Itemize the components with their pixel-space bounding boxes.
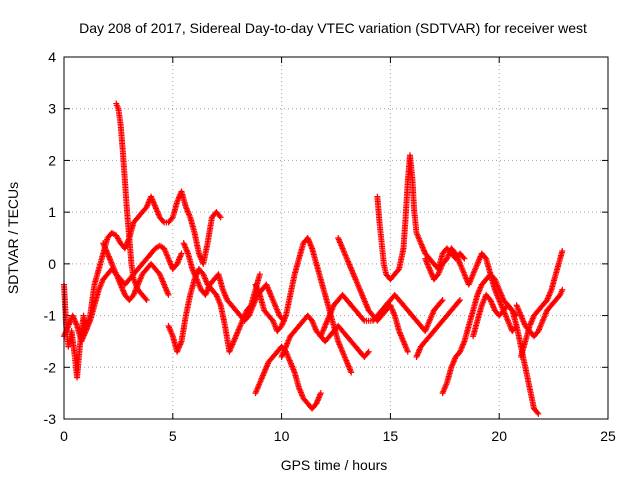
chart-title: Day 208 of 2017, Sidereal Day-to-day VTE… [79,20,587,36]
data-series-s11 [317,291,446,340]
y-tick-label: -2 [44,359,57,375]
data-point-markers [513,286,566,340]
x-tick-label: 15 [383,428,399,444]
data-series-s17 [513,286,566,340]
y-tick-label: 3 [48,101,56,117]
data-point-markers [439,271,520,397]
data-point-markers [413,297,464,360]
y-axis-label: SDTVAR / TECUs [5,182,21,294]
data-point-markers [374,152,468,283]
data-series-s8 [252,235,355,376]
data-series-s13 [413,297,464,360]
data-point-markers [252,343,324,412]
x-tick-label: 10 [274,428,290,444]
data-point-markers [100,240,172,304]
data-series-s12 [374,152,468,283]
data-point-markers [180,240,287,324]
y-tick-label: 0 [48,256,56,272]
data-point-markers [517,247,566,360]
x-tick-label: 20 [491,428,507,444]
data-point-markers [470,291,542,417]
x-tick-label: 5 [169,428,177,444]
data-series-s7 [252,343,324,412]
ticks: 0 5 10 15 20 25 -3 -2 -1 0 1 2 3 4 [44,49,616,444]
x-tick-label: 25 [600,428,616,444]
data-series-s6 [180,240,287,324]
data-series-s14 [422,245,520,335]
grid [64,57,608,419]
data-series-s9 [278,312,372,360]
data-point-markers [422,245,520,335]
data-series-s15 [439,271,520,397]
x-tick-label: 0 [60,428,68,444]
y-tick-label: 4 [48,49,56,65]
data-points [61,100,566,417]
data-point-markers [278,312,372,360]
data-point-markers [113,100,150,304]
y-tick-label: 2 [48,152,56,168]
data-point-markers [317,291,446,340]
data-point-markers [252,235,355,376]
data-series-s4 [100,240,172,304]
plot-frame [63,56,609,420]
y-tick-label: -3 [44,411,57,427]
x-axis-label: GPS time / hours [281,457,388,473]
y-tick-label: -1 [44,308,57,324]
data-series-s16 [470,291,542,417]
data-series-s18 [517,247,566,360]
data-series-s2 [113,100,150,304]
y-tick-label: 1 [48,204,56,220]
